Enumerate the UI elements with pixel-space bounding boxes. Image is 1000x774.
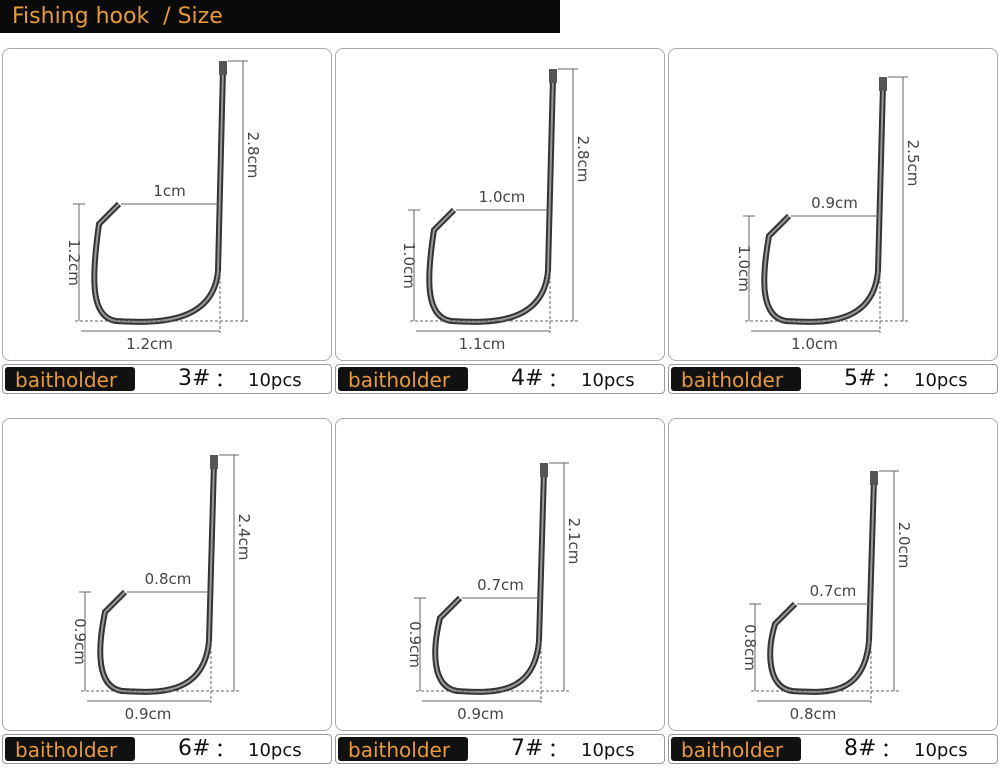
quantity: 10pcs bbox=[581, 740, 635, 761]
hook-card: 0.9cm 1.0cm 2.5cm 1.0cm bbox=[668, 48, 998, 361]
hook-type: baitholder bbox=[671, 367, 801, 392]
width-label: 0.8cm bbox=[790, 705, 837, 723]
dimension-lines bbox=[73, 60, 248, 333]
hook-drawing: 0.7cm 0.8cm 2.0cm 0.8cm bbox=[741, 470, 913, 723]
hook-drawing: 0.9cm 1.0cm 2.5cm 1.0cm bbox=[735, 76, 922, 353]
separator: ： bbox=[215, 737, 235, 761]
hook-drawing: 1cm 1.2cm 2.8cm 1.2cm bbox=[65, 60, 262, 353]
height-label: 0.9cm bbox=[406, 621, 424, 668]
hook-card: 0.8cm 0.9cm 2.4cm 0.9cm bbox=[2, 418, 332, 731]
width-label: 1.2cm bbox=[126, 335, 173, 353]
dimension-lines bbox=[408, 68, 578, 333]
hook-type: baitholder bbox=[338, 737, 468, 762]
hook-size: 3# bbox=[178, 366, 211, 391]
height-label: 1.2cm bbox=[65, 239, 83, 286]
quantity: 10pcs bbox=[581, 370, 635, 391]
dimension-lines bbox=[414, 462, 569, 703]
hook-eye bbox=[549, 69, 557, 83]
hook-eye bbox=[879, 77, 887, 91]
quantity: 10pcs bbox=[914, 740, 968, 761]
height-label: 0.8cm bbox=[741, 624, 759, 671]
hook-type: baitholder bbox=[338, 367, 468, 392]
hook-type: baitholder bbox=[5, 737, 135, 762]
hook-card: 1cm 1.2cm 2.8cm 1.2cm bbox=[2, 48, 332, 361]
separator: ： bbox=[548, 737, 568, 761]
hook-info-bar: baitholder 6# ： 10pcs bbox=[2, 734, 332, 764]
hook-type: baitholder bbox=[671, 737, 801, 762]
height-label: 1.0cm bbox=[735, 245, 753, 292]
separator: ： bbox=[881, 737, 901, 761]
hook-size: 7# bbox=[511, 736, 544, 761]
width-label: 1.0cm bbox=[791, 335, 838, 353]
gap-label: 0.9cm bbox=[811, 194, 858, 212]
length-label: 2.5cm bbox=[904, 140, 922, 187]
hook-card: 0.7cm 0.9cm 2.1cm 0.9cm bbox=[335, 418, 665, 731]
length-label: 2.0cm bbox=[895, 522, 913, 569]
hook-drawing: 0.8cm 0.9cm 2.4cm 0.9cm bbox=[71, 454, 253, 723]
dimension-lines bbox=[79, 454, 239, 703]
hook-drawing: 0.7cm 0.9cm 2.1cm 0.9cm bbox=[406, 462, 583, 723]
height-label: 1.0cm bbox=[400, 242, 418, 289]
hook-info-bar: baitholder 4# ： 10pcs bbox=[335, 364, 665, 394]
hook-card: 0.7cm 0.8cm 2.0cm 0.8cm bbox=[668, 418, 998, 731]
gap-label: 0.7cm bbox=[810, 582, 857, 600]
hook-type: baitholder bbox=[5, 367, 135, 392]
width-label: 0.9cm bbox=[125, 705, 172, 723]
header-title: Fishing hook / Size bbox=[0, 0, 560, 33]
dimension-lines bbox=[743, 76, 908, 333]
gap-label: 0.7cm bbox=[477, 576, 524, 594]
quantity: 10pcs bbox=[248, 740, 302, 761]
hook-size: 5# bbox=[844, 366, 877, 391]
hook-info-bar: baitholder 8# ： 10pcs bbox=[668, 734, 998, 764]
length-label: 2.8cm bbox=[574, 136, 592, 183]
quantity: 10pcs bbox=[248, 370, 302, 391]
width-label: 0.9cm bbox=[457, 705, 504, 723]
gap-label: 1.0cm bbox=[479, 188, 526, 206]
hook-size: 4# bbox=[511, 366, 544, 391]
width-label: 1.1cm bbox=[459, 335, 506, 353]
hook-size: 6# bbox=[178, 736, 211, 761]
hook-eye bbox=[219, 61, 227, 75]
height-label: 0.9cm bbox=[71, 618, 89, 665]
hook-size: 8# bbox=[844, 736, 877, 761]
separator: ： bbox=[548, 367, 568, 391]
hook-drawing: 1.0cm 1.0cm 2.8cm 1.1cm bbox=[400, 68, 592, 353]
separator: ： bbox=[881, 367, 901, 391]
hook-info-bar: baitholder 3# ： 10pcs bbox=[2, 364, 332, 394]
length-label: 2.1cm bbox=[565, 518, 583, 565]
hook-info-bar: baitholder 5# ： 10pcs bbox=[668, 364, 998, 394]
dimension-lines bbox=[749, 470, 899, 703]
hook-eye bbox=[210, 455, 218, 469]
gap-label: 0.8cm bbox=[145, 570, 192, 588]
hook-info-bar: baitholder 7# ： 10pcs bbox=[335, 734, 665, 764]
separator: ： bbox=[215, 367, 235, 391]
gap-label: 1cm bbox=[153, 182, 185, 200]
hook-eye bbox=[870, 471, 878, 485]
length-label: 2.4cm bbox=[235, 514, 253, 561]
quantity: 10pcs bbox=[914, 370, 968, 391]
length-label: 2.8cm bbox=[244, 132, 262, 179]
hook-card: 1.0cm 1.0cm 2.8cm 1.1cm bbox=[335, 48, 665, 361]
hook-eye bbox=[540, 463, 548, 477]
